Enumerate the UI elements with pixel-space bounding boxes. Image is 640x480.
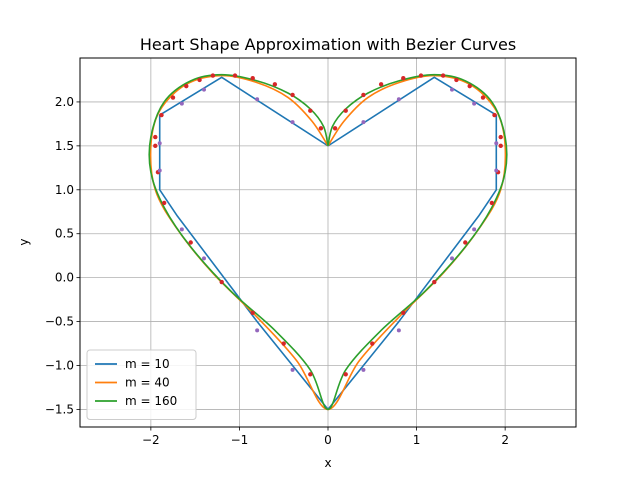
control-point bbox=[308, 372, 313, 377]
control-point bbox=[308, 108, 313, 113]
control-point bbox=[467, 83, 472, 89]
sample-point bbox=[450, 87, 454, 92]
plot-markers bbox=[153, 73, 503, 377]
control-point bbox=[343, 372, 348, 377]
control-point bbox=[197, 77, 202, 83]
control-point bbox=[498, 134, 503, 140]
sample-point bbox=[361, 120, 366, 125]
sample-point bbox=[290, 120, 295, 125]
control-point bbox=[250, 310, 255, 315]
control-point bbox=[153, 143, 158, 149]
sample-point bbox=[290, 367, 295, 372]
control-point bbox=[489, 200, 495, 206]
x-tick-label: 2 bbox=[501, 433, 509, 447]
control-point bbox=[153, 134, 158, 140]
sample-point bbox=[202, 256, 206, 261]
sample-point bbox=[494, 141, 499, 146]
control-point bbox=[463, 240, 468, 245]
legend: m = 10 m = 40 m = 160 bbox=[86, 349, 197, 420]
y-tick-label: 2.0 bbox=[55, 95, 74, 109]
x-tick-label: −2 bbox=[142, 433, 160, 447]
sample-point bbox=[202, 87, 206, 92]
y-tick-label: 0.5 bbox=[55, 227, 74, 241]
sample-point bbox=[255, 97, 260, 102]
control-point bbox=[184, 83, 189, 89]
control-point bbox=[272, 82, 278, 87]
control-point bbox=[492, 112, 497, 118]
control-point bbox=[219, 279, 224, 285]
control-point bbox=[361, 92, 366, 98]
control-point bbox=[440, 73, 446, 78]
sample-point bbox=[179, 227, 184, 232]
axis-ticks: −2 −1 0 1 2 −1.5 −1.0 −0.5 0.0 0.5 1.0 1.5 2.0 bbox=[45, 95, 509, 447]
control-point bbox=[232, 73, 238, 78]
legend-label: m = 40 bbox=[125, 376, 170, 390]
x-tick-label: −1 bbox=[231, 433, 249, 447]
legend-box bbox=[86, 349, 197, 420]
y-tick-label: −1.5 bbox=[45, 402, 74, 416]
y-tick-label: 1.0 bbox=[55, 183, 74, 197]
chart-title: Heart Shape Approximation with Bezier Cu… bbox=[140, 35, 516, 54]
control-point bbox=[318, 126, 324, 131]
y-tick-label: 1.5 bbox=[55, 139, 74, 153]
sample-point bbox=[396, 328, 401, 333]
control-point bbox=[281, 341, 286, 346]
control-point bbox=[188, 240, 193, 245]
y-tick-label: −0.5 bbox=[45, 315, 74, 329]
sample-point bbox=[361, 367, 366, 372]
x-tick-label: 1 bbox=[413, 433, 421, 447]
control-point bbox=[343, 108, 348, 113]
control-point bbox=[159, 112, 164, 118]
x-tick-label: 0 bbox=[324, 433, 332, 447]
control-point bbox=[401, 76, 406, 81]
control-point bbox=[161, 200, 167, 206]
control-point bbox=[250, 76, 255, 81]
control-point bbox=[332, 126, 338, 131]
sample-point bbox=[472, 227, 477, 232]
sample-point bbox=[472, 101, 477, 106]
control-point bbox=[480, 95, 486, 100]
sample-point bbox=[179, 101, 184, 106]
control-point bbox=[454, 77, 459, 83]
control-point bbox=[418, 73, 424, 78]
control-point bbox=[210, 73, 216, 78]
control-point bbox=[378, 82, 384, 87]
y-axis-label: y bbox=[17, 238, 31, 245]
series-line bbox=[148, 73, 508, 411]
legend-label: m = 160 bbox=[125, 394, 177, 408]
y-tick-label: −1.0 bbox=[45, 359, 74, 373]
control-point bbox=[498, 143, 503, 149]
control-point bbox=[370, 341, 375, 346]
control-point bbox=[170, 95, 176, 100]
y-tick-label: 0.0 bbox=[55, 271, 74, 285]
x-axis-label: x bbox=[324, 456, 331, 470]
control-point bbox=[432, 279, 437, 285]
sample-point bbox=[157, 141, 162, 146]
sample-point bbox=[450, 256, 454, 261]
sample-point bbox=[157, 168, 162, 173]
sample-point bbox=[396, 97, 401, 102]
sample-point bbox=[255, 328, 260, 333]
control-point bbox=[401, 310, 406, 315]
legend-label: m = 10 bbox=[125, 357, 170, 371]
control-point bbox=[290, 92, 295, 98]
sample-point bbox=[494, 168, 499, 173]
